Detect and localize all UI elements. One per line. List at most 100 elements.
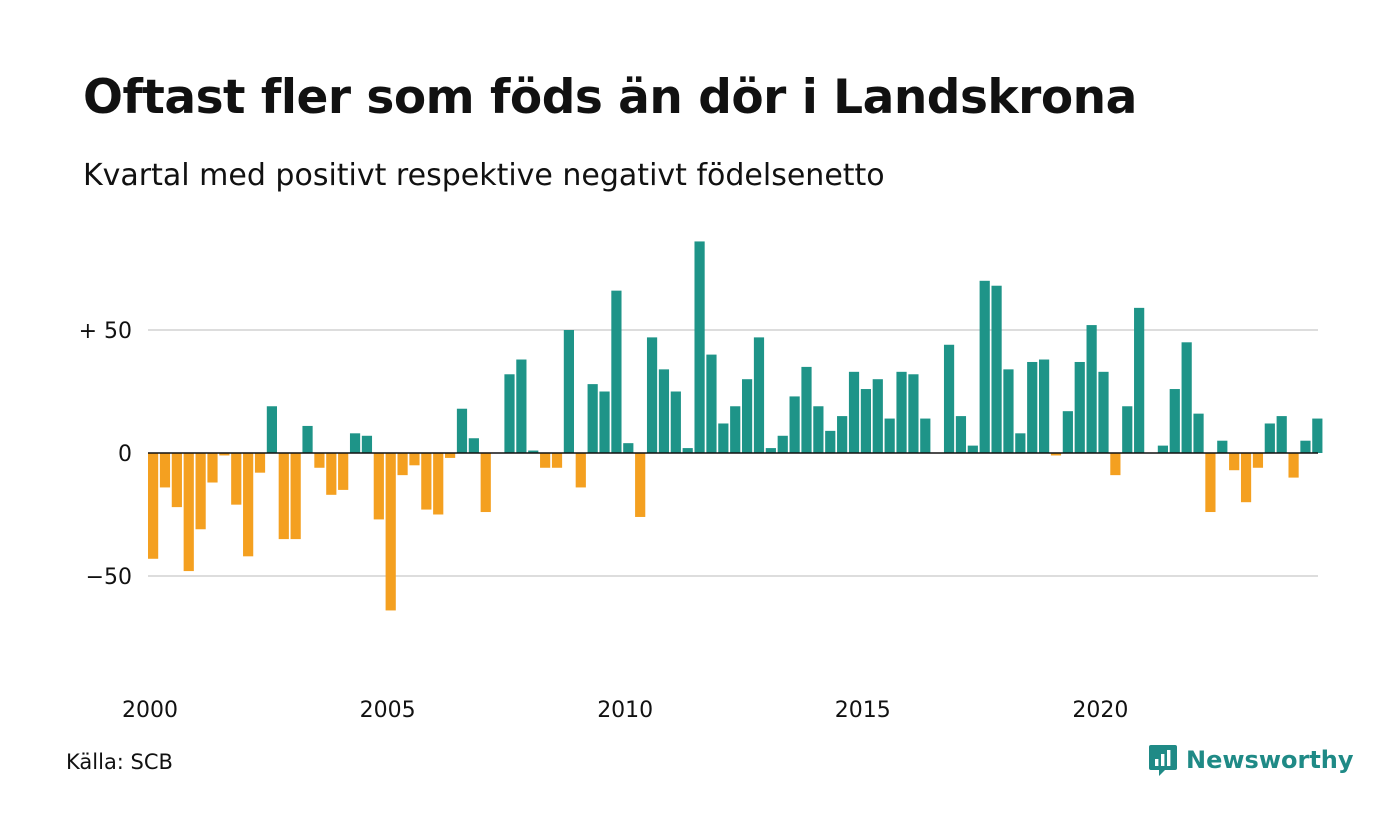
bar	[551, 453, 563, 468]
y-tick-labels: + 50 0 −50	[79, 319, 132, 590]
bar	[1110, 453, 1121, 476]
bar	[1122, 406, 1133, 453]
gridlines	[148, 329, 1318, 577]
x-tick-labels: 2000 2005 2010 2015 2020	[122, 698, 1128, 723]
bar	[373, 453, 384, 520]
bar	[183, 453, 194, 572]
newsworthy-logo-icon	[1149, 745, 1177, 776]
chart-title: Oftast fler som föds än dör i Landskrona	[83, 70, 1137, 125]
bar	[587, 384, 598, 453]
bar	[1264, 423, 1275, 453]
bar	[480, 453, 491, 513]
bar	[1193, 413, 1204, 453]
bar	[540, 453, 551, 468]
bar	[730, 406, 741, 453]
bar	[1134, 307, 1145, 453]
bar	[361, 435, 373, 453]
bar	[623, 443, 634, 453]
bar	[148, 453, 159, 559]
bar	[302, 425, 313, 453]
bar	[195, 453, 206, 530]
bar	[753, 337, 765, 453]
y-tick-label: 0	[118, 442, 132, 467]
bar	[1003, 369, 1014, 453]
bar	[801, 366, 812, 453]
bar	[1240, 453, 1252, 503]
bar	[991, 285, 1002, 453]
bar	[1098, 371, 1109, 453]
bar	[872, 379, 883, 453]
bar	[563, 330, 574, 453]
bar-chart: + 50 0 −50 2000 2005 2010 2015 2020	[79, 241, 1323, 723]
bar	[860, 389, 871, 453]
bar	[920, 418, 931, 453]
brand[interactable]: Newsworthy	[1148, 743, 1354, 777]
bar	[1050, 453, 1062, 456]
y-tick-label: + 50	[79, 319, 132, 344]
x-tick-label: 2020	[1072, 698, 1128, 723]
y-tick-label: −50	[86, 565, 132, 590]
bar	[670, 391, 681, 453]
bar	[1169, 389, 1180, 453]
source-label: Källa: SCB	[66, 750, 173, 774]
x-tick-label: 2005	[360, 698, 416, 723]
chart-subtitle: Kvartal med positivt respektive negativt…	[83, 158, 885, 193]
bar	[1288, 453, 1299, 478]
bar	[1086, 325, 1097, 453]
bar	[1229, 453, 1240, 471]
bar	[456, 408, 468, 453]
x-tick-label: 2015	[835, 698, 891, 723]
bar	[967, 445, 978, 453]
bar	[1157, 445, 1168, 453]
bar	[1039, 359, 1050, 453]
bar	[943, 344, 955, 453]
bar	[837, 416, 848, 453]
bar	[646, 337, 658, 453]
bar	[504, 374, 515, 453]
bar	[575, 453, 586, 488]
bar	[278, 453, 289, 540]
bar	[1015, 433, 1026, 453]
bar	[765, 448, 776, 453]
bar	[682, 448, 693, 453]
bar	[718, 423, 729, 453]
bar	[243, 453, 254, 557]
bar	[635, 453, 646, 517]
bar	[599, 391, 610, 453]
bar	[979, 280, 990, 453]
bar	[338, 453, 349, 490]
bar	[1181, 342, 1192, 453]
bar	[385, 453, 396, 611]
x-tick-label: 2010	[597, 698, 653, 723]
bar	[159, 453, 171, 488]
bar	[1300, 440, 1311, 453]
bar	[742, 379, 753, 453]
bar	[848, 371, 860, 453]
x-tick-label: 2000	[122, 698, 178, 723]
bar	[1312, 418, 1323, 453]
bar	[1062, 411, 1073, 453]
bar	[813, 406, 824, 453]
bar	[825, 430, 836, 453]
bar	[290, 453, 301, 540]
bar	[908, 374, 919, 453]
bar	[611, 290, 622, 453]
bar	[326, 453, 337, 495]
bar	[955, 416, 967, 453]
bar	[409, 453, 420, 466]
bar	[231, 453, 242, 505]
bar	[445, 453, 456, 458]
bar	[314, 453, 325, 468]
bar	[254, 453, 266, 473]
bar	[349, 433, 361, 453]
bar	[706, 354, 717, 453]
bars	[148, 241, 1323, 611]
bar	[1205, 453, 1216, 513]
bar	[658, 369, 670, 453]
bar	[266, 406, 277, 453]
bar	[219, 453, 230, 456]
bar	[433, 453, 444, 515]
bar	[516, 359, 527, 453]
brand-name: Newsworthy	[1186, 746, 1354, 774]
bar	[896, 371, 907, 453]
